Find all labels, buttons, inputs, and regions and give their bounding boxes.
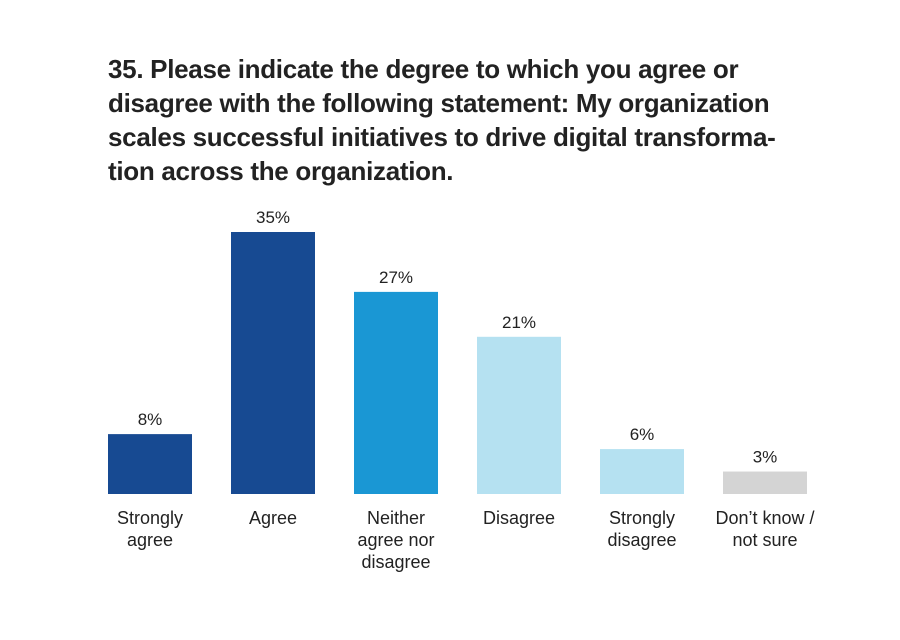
category-label-line: Disagree [483, 508, 555, 528]
data-label-disagree: 21% [502, 313, 536, 332]
category-label-line: Neither [367, 508, 425, 528]
chart-title-line-2: disagree with the following statement: M… [108, 88, 770, 118]
category-label-line: disagree [361, 552, 430, 572]
category-label-line: Don’t know / [715, 508, 814, 528]
bar-neither-agree-nor-disagree [354, 291, 438, 494]
bars-layer [108, 232, 807, 494]
data-label-agree: 35% [256, 208, 290, 227]
category-label-strongly-disagree: Strongly disagree [607, 508, 676, 550]
chart-title: 35. Please indicate the degree to which … [108, 52, 808, 188]
category-label-strongly-agree: Strongly agree [117, 508, 183, 550]
category-label-line: Strongly [117, 508, 183, 528]
bar-strongly-disagree [600, 449, 684, 494]
data-label-strongly-agree: 8% [138, 410, 163, 429]
bar-don-t-know-not-sure [723, 471, 807, 494]
category-label-disagree: Disagree [483, 508, 555, 528]
category-label-line: agree nor [357, 530, 434, 550]
category-label-don-t-know-not-sure: Don’t know / not sure [715, 508, 814, 550]
chart-title-line-1: 35. Please indicate the degree to which … [108, 54, 739, 84]
category-label-neither-agree-nor-disagree: Neither agree nor disagree [357, 508, 434, 572]
data-label-neither-agree-nor-disagree: 27% [379, 268, 413, 287]
chart-title-line-3: scales successful initiatives to drive d… [108, 122, 776, 152]
category-label-line: agree [127, 530, 173, 550]
category-label-agree: Agree [249, 508, 297, 528]
category-label-line: Strongly [609, 508, 675, 528]
bar-disagree [477, 336, 561, 494]
bar-strongly-agree [108, 434, 192, 494]
category-label-line: not sure [732, 530, 797, 550]
data-label-strongly-disagree: 6% [630, 425, 655, 444]
chart-title-line-4: tion across the organization. [108, 156, 454, 186]
data-label-don-t-know-not-sure: 3% [753, 448, 778, 467]
category-label-line: disagree [607, 530, 676, 550]
category-label-line: Agree [249, 508, 297, 528]
bar-agree [231, 232, 315, 494]
